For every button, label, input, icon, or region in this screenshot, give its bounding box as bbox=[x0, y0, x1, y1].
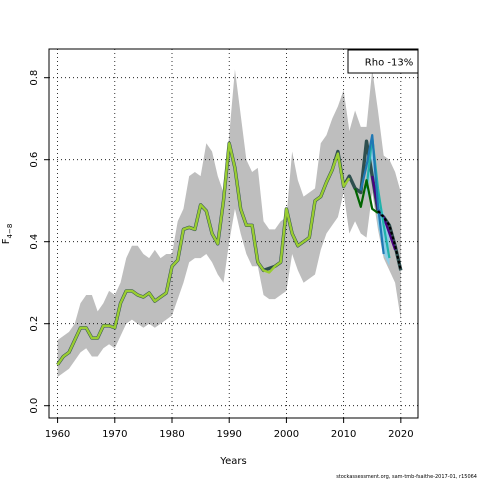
y-tick-label: 0.0 bbox=[29, 398, 40, 414]
series-line-peel-3 bbox=[359, 134, 385, 255]
series-line-peel-5 bbox=[56, 142, 351, 366]
plot-frame bbox=[48, 48, 419, 419]
y-axis-title-subscript: 4−8 bbox=[6, 224, 14, 239]
x-tick-label: 2010 bbox=[331, 429, 356, 440]
series-line-peel-2 bbox=[365, 136, 391, 259]
x-tick-label: 2020 bbox=[388, 429, 413, 440]
x-tick-label: 1980 bbox=[159, 429, 184, 440]
x-tick-label: 1990 bbox=[216, 429, 241, 440]
series-layer bbox=[56, 134, 403, 366]
x-tick-label: 2000 bbox=[274, 429, 299, 440]
legend-frame bbox=[347, 49, 419, 74]
x-axis-title: Years bbox=[219, 456, 246, 467]
confidence-band-layer bbox=[57, 69, 401, 377]
series-line-peel-4 bbox=[354, 179, 379, 214]
confidence-band bbox=[57, 69, 401, 377]
y-tick-label: 0.8 bbox=[29, 70, 40, 86]
y-axis-title: F4−8 bbox=[1, 224, 14, 245]
axis-layer: 1960 1970 1980 1990 2000 2010 2020 0.0 0.2 0.4 0.6… bbox=[29, 70, 414, 440]
y-tick-label: 0.2 bbox=[29, 316, 40, 332]
x-tick-label: 1970 bbox=[102, 429, 127, 440]
credit-footer: stockassessment.org, sam-tmb-fsaithe-201… bbox=[336, 474, 477, 480]
series-line-full-assessment bbox=[377, 210, 402, 271]
legend-rho-label: Rho -13% bbox=[365, 58, 413, 69]
y-axis-title-main: F bbox=[1, 238, 12, 244]
series-line-peel-1 bbox=[371, 175, 397, 251]
y-tick-label: 0.4 bbox=[29, 234, 40, 250]
x-tick-label: 1960 bbox=[45, 429, 70, 440]
legend-box: Rho -13% bbox=[347, 49, 419, 74]
y-tick-label: 0.6 bbox=[29, 152, 40, 168]
y-axis-title-text: F4−8 bbox=[1, 224, 14, 245]
